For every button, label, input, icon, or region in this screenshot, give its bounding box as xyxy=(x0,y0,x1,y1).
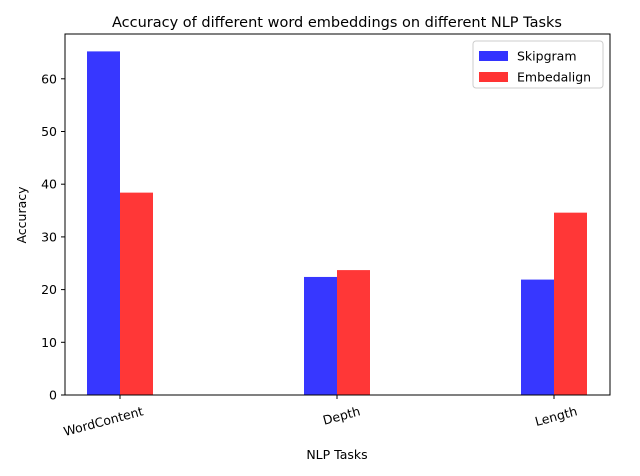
y-tick-label: 50 xyxy=(41,124,57,139)
y-axis: 0 10 20 30 40 50 60 xyxy=(41,71,65,403)
legend-swatch-skipgram xyxy=(479,51,508,61)
x-tick-label: Depth xyxy=(321,403,362,427)
bars-layer xyxy=(87,51,587,396)
y-axis-label: Accuracy xyxy=(14,186,29,244)
bar-skipgram-depth xyxy=(304,276,337,395)
x-axis: WordContent Depth Length xyxy=(62,395,579,439)
y-tick-label: 20 xyxy=(41,282,57,297)
y-tick-label: 0 xyxy=(49,388,57,403)
bar-embedalign-length xyxy=(554,212,587,395)
legend-swatch-embedalign xyxy=(479,72,508,82)
x-tick-label: WordContent xyxy=(62,403,145,439)
bar-skipgram-length xyxy=(521,279,554,395)
x-tick-label: Length xyxy=(533,403,579,429)
legend-label-skipgram: Skipgram xyxy=(517,49,577,64)
y-tick-label: 40 xyxy=(41,177,57,192)
y-tick-label: 30 xyxy=(41,229,57,244)
legend: Skipgram Embedalign xyxy=(472,40,604,89)
y-tick-label: 10 xyxy=(41,335,57,350)
x-axis-label: NLP Tasks xyxy=(306,447,367,462)
y-tick-label: 60 xyxy=(41,71,57,86)
bar-skipgram-wordcontent xyxy=(87,51,120,396)
legend-label-embedalign: Embedalign xyxy=(517,70,591,85)
bar-embedalign-wordcontent xyxy=(120,192,153,395)
chart-title: Accuracy of different word embeddings on… xyxy=(112,15,562,31)
plot-frame xyxy=(64,33,611,396)
bar-embedalign-depth xyxy=(337,270,370,395)
